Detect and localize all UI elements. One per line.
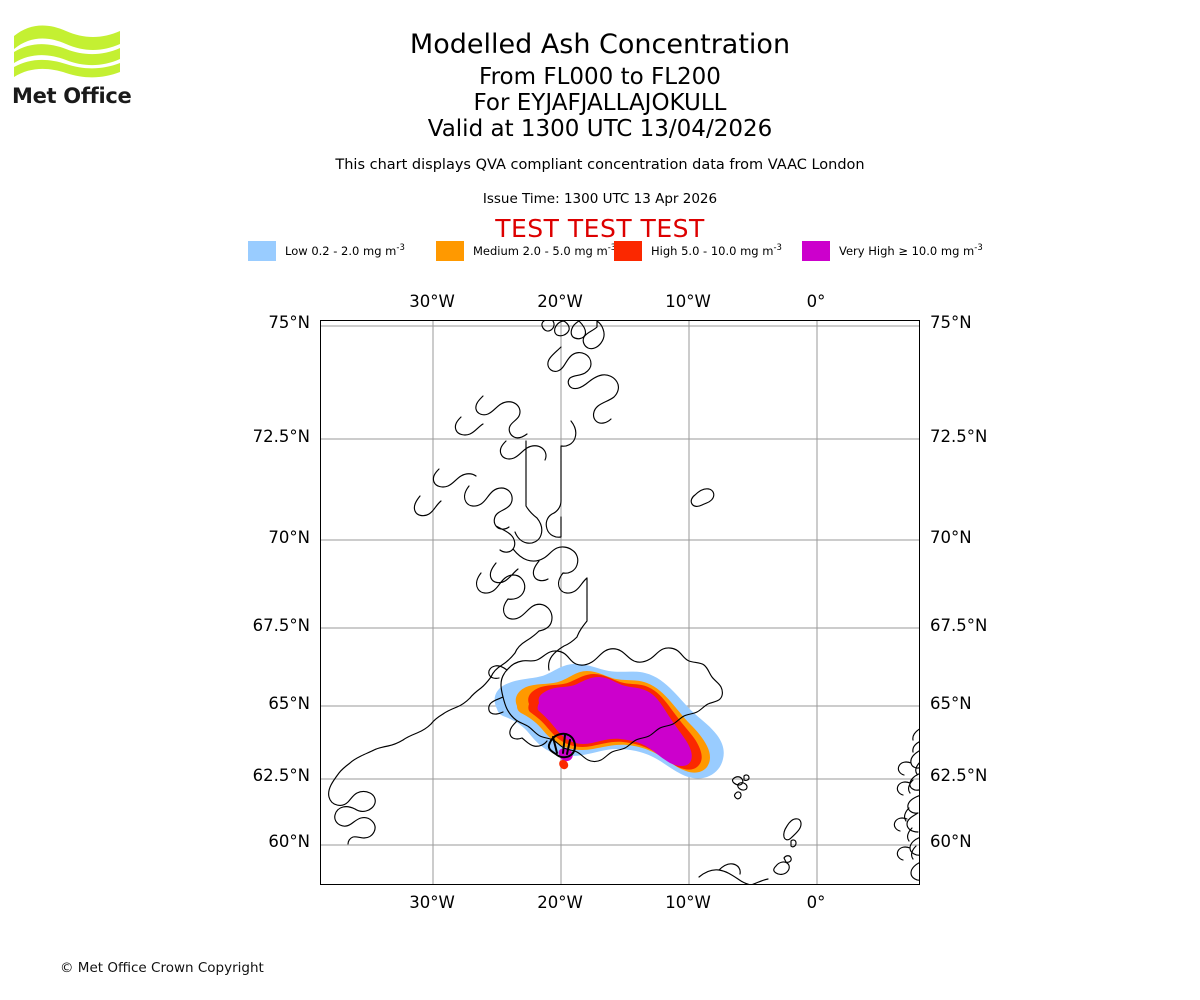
legend-swatch-very-high [802,241,830,261]
lat-tick-left-70n: 70°N [268,528,310,547]
legend-entry-very-high: Very High ≥ 10.0 mg m-3 [802,240,983,262]
lon-tick-bottom-0: 0° [806,893,826,912]
met-office-wordmark: Met Office [12,84,132,108]
coastline-iceland-detail [488,665,548,747]
coastlines [328,321,919,884]
legend-label-high: High 5.0 - 10.0 mg m-3 [651,243,782,258]
lat-tick-left-62-5n: 62.5°N [252,766,310,785]
lat-tick-right-75n: 75°N [930,313,972,332]
legend-swatch-medium [436,241,464,261]
coastline-faroe-islands [731,774,750,800]
lon-tick-bottom-30w: 30°W [409,893,455,912]
lat-tick-right-65n: 65°N [930,694,972,713]
lat-tick-left-67-5n: 67.5°N [252,616,310,635]
lon-tick-bottom-10w: 10°W [665,893,711,912]
legend-label-medium: Medium 2.0 - 5.0 mg m-3 [473,243,617,258]
ash-concentration-map[interactable] [320,320,920,885]
volcano-marker [547,732,576,759]
coastline-shetland [773,818,802,875]
flight-level-line: From FL000 to FL200 [479,64,721,90]
legend-entry-low: Low 0.2 - 2.0 mg m-3 [248,240,405,262]
met-office-logo: Met Office [12,22,132,117]
lon-tick-top-30w: 30°W [409,292,455,311]
lat-tick-left-60n: 60°N [268,832,310,851]
map-gridlines [321,321,919,884]
legend-swatch-high [614,241,642,261]
contour-high-tail [559,760,569,770]
coastline-greenland [328,321,619,845]
coastline-iceland [500,647,723,763]
legend-label-very-high: Very High ≥ 10.0 mg m-3 [839,243,983,258]
legend-entry-medium: Medium 2.0 - 5.0 mg m-3 [436,240,616,262]
volcano-line: For EYJAFJALLAJOKULL [473,90,727,116]
issue-time-label: Issue Time: 1300 UTC 13 Apr 2026 [482,191,718,207]
lat-tick-left-65n: 65°N [268,694,310,713]
lon-tick-bottom-20w: 20°W [537,893,583,912]
legend-entry-high: High 5.0 - 10.0 mg m-3 [614,240,782,262]
met-office-wave-mark [14,25,120,78]
lat-tick-right-70n: 70°N [930,528,972,547]
legend-label-low: Low 0.2 - 2.0 mg m-3 [285,243,405,258]
copyright-footer: © Met Office Crown Copyright [60,960,264,976]
lat-tick-left-75n: 75°N [268,313,310,332]
valid-time-line: Valid at 1300 UTC 13/04/2026 [427,116,773,142]
ash-plume-contours [494,663,724,779]
lat-tick-right-67-5n: 67.5°N [930,616,988,635]
coastline-jan-mayen [690,488,715,507]
legend-swatch-low [248,241,276,261]
lat-tick-right-60n: 60°N [930,832,972,851]
lat-tick-right-72-5n: 72.5°N [930,427,988,446]
lon-tick-top-10w: 10°W [665,292,711,311]
contour-very-high [537,677,692,767]
coastline-scotland [698,863,769,884]
lon-tick-top-0: 0° [806,292,826,311]
lon-tick-top-20w: 20°W [537,292,583,311]
lat-tick-left-72-5n: 72.5°N [252,427,310,446]
concentration-legend: Low 0.2 - 2.0 mg m-3 Medium 2.0 - 5.0 mg… [0,240,1200,262]
map-canvas [321,321,919,884]
lat-tick-right-62-5n: 62.5°N [930,766,988,785]
test-banner: TEST TEST TEST [495,214,705,243]
coastline-norway [893,728,919,881]
qva-subtitle: This chart displays QVA compliant concen… [335,157,865,173]
page-title: Modelled Ash Concentration [409,29,791,60]
